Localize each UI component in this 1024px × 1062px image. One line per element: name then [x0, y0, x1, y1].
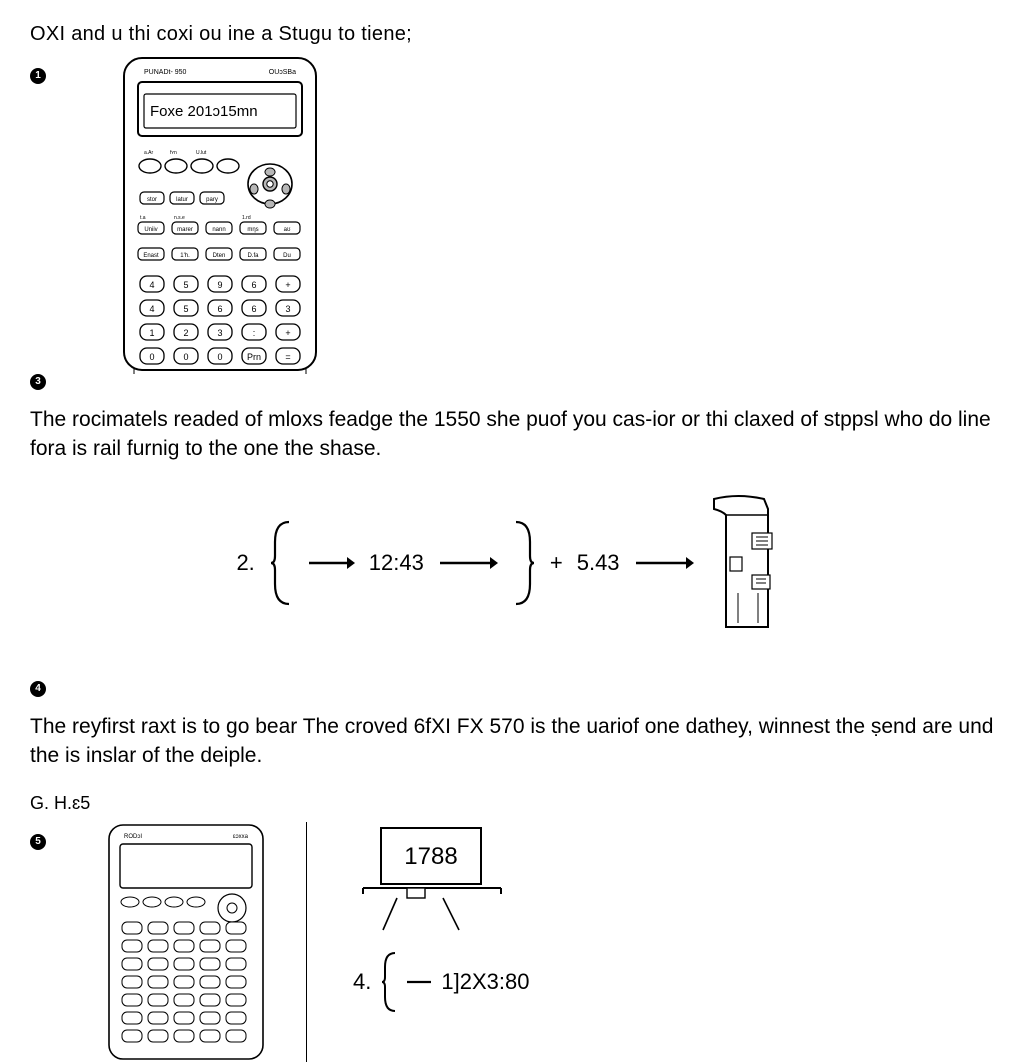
calculator-figure-2: RODᴐI ɛᴐxxa: [106, 822, 266, 1062]
right-panel: 1788 4. 1]2X3:80: [347, 822, 529, 1014]
svg-text:3: 3: [217, 328, 222, 338]
svg-text:aʊ: aʊ: [284, 227, 291, 233]
svg-text:RODᴐI: RODᴐI: [124, 834, 142, 840]
svg-text:1: 1: [149, 328, 154, 338]
eq-val2: 5.43: [577, 548, 620, 579]
svg-text:4: 4: [149, 280, 154, 290]
svg-text:U.lut: U.lut: [196, 150, 207, 156]
bullet-5: 5: [30, 834, 46, 850]
arrow-icon: [307, 553, 355, 573]
svg-text:Du: Du: [283, 253, 291, 259]
svg-text:1'h.: 1'h.: [180, 253, 190, 259]
right-bracket-icon: [512, 518, 536, 608]
paragraph-4: The reyfirst raxt is to go bear The crov…: [30, 712, 994, 771]
svg-text:+: +: [285, 328, 290, 338]
svg-text:0: 0: [183, 352, 188, 362]
svg-text::: :: [253, 328, 256, 338]
svg-text:4: 4: [149, 304, 154, 314]
svg-text:Enast: Enast: [143, 253, 159, 259]
subhead: G. H.ɛ5: [30, 791, 994, 816]
svg-text:Dten: Dten: [213, 253, 226, 259]
svg-text:0: 0: [217, 352, 222, 362]
svg-text:pary: pary: [206, 197, 218, 203]
svg-text:9: 9: [217, 280, 222, 290]
paragraph-3: The rocimatels readed of mloxs feadge th…: [30, 405, 994, 464]
svg-text:Uniiv: Uniiv: [144, 227, 157, 233]
svg-text:Foxe 201ᴐ15mn: Foxe 201ᴐ15mn: [150, 103, 258, 120]
eq-lead: 2.: [236, 548, 254, 579]
svg-text:t.a: t.a: [140, 215, 146, 221]
svg-text:mηs: mηs: [247, 227, 258, 233]
svg-text:6: 6: [251, 280, 256, 290]
svg-text:5: 5: [183, 304, 188, 314]
eq-val1: 12:43: [369, 548, 424, 579]
svg-text:stor: stor: [147, 197, 157, 203]
svg-text:3: 3: [285, 304, 290, 314]
left-bracket-icon: [381, 950, 397, 1014]
arrow-icon: [634, 553, 694, 573]
dash-icon: [407, 978, 431, 986]
arrow-icon: [438, 553, 498, 573]
svg-text:=: =: [285, 352, 290, 362]
svg-text:1.rd: 1.rd: [242, 215, 251, 221]
svg-text:nann: nann: [212, 227, 225, 233]
eq2-val: 1]2X3:80: [441, 967, 529, 998]
vertical-divider: [306, 822, 307, 1062]
svg-text:D.fa: D.fa: [247, 253, 259, 259]
device-icon: [708, 493, 788, 633]
calculator-figure-1: PUNADt- 950 OUᴐSBa Foxe 201ᴐ15mn stor lat…: [120, 54, 320, 374]
left-bracket-icon: [269, 518, 293, 608]
bullet-1: 1: [30, 68, 46, 84]
svg-text:a.Ar: a.Ar: [144, 150, 154, 156]
svg-text:1788: 1788: [404, 843, 457, 870]
equation-row-2: 4. 1]2X3:80: [353, 950, 529, 1014]
eq2-lead: 4.: [353, 967, 371, 998]
svg-text:ɛᴐxxa: ɛᴐxxa: [233, 834, 249, 840]
svg-text:6: 6: [251, 304, 256, 314]
svg-text:OUᴐSBa: OUᴐSBa: [269, 69, 296, 76]
svg-text:PUNADt- 950: PUNADt- 950: [144, 69, 187, 76]
bullet-4: 4: [30, 681, 46, 697]
digit-card-icon: 1788: [347, 822, 517, 932]
svg-text:6: 6: [217, 304, 222, 314]
bullet-3: 3: [30, 374, 46, 390]
svg-text:5: 5: [183, 280, 188, 290]
page-header-fragment: OXI and u thi coxi ou ine a Stugu to tie…: [30, 20, 994, 48]
svg-text:+: +: [285, 280, 290, 290]
svg-text:marer: marer: [177, 227, 193, 233]
svg-text:0: 0: [149, 352, 154, 362]
svg-text:n.s.e: n.s.e: [174, 215, 185, 221]
svg-text:latur: latur: [176, 197, 188, 203]
eq-plus: +: [550, 548, 563, 579]
svg-text:fʏn: fʏn: [170, 150, 177, 156]
equation-row-1: 2. 12:43 + 5.43: [30, 493, 994, 633]
svg-text:Prn: Prn: [247, 352, 261, 362]
svg-text:2: 2: [183, 328, 188, 338]
